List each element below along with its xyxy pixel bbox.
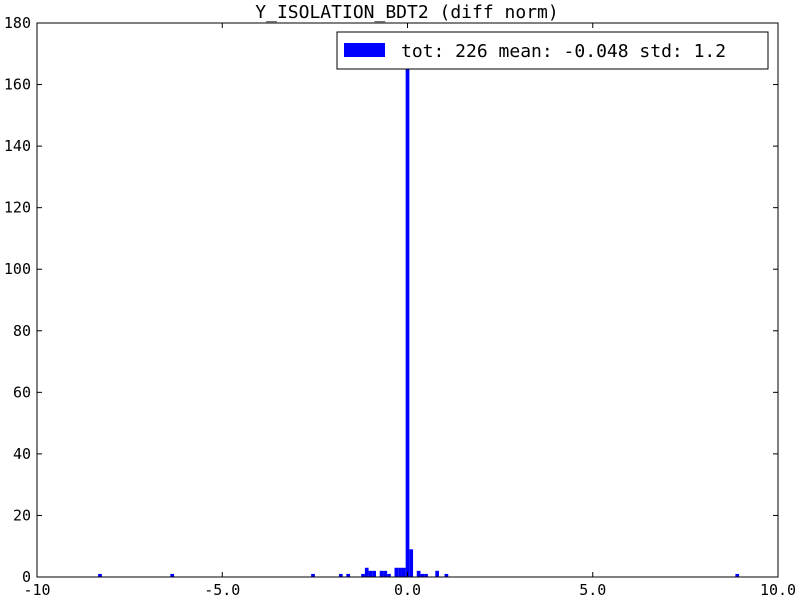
x-tick-label: -10: [23, 581, 50, 599]
histogram-bar: [383, 570, 388, 577]
histogram-bar: [372, 570, 376, 577]
legend-swatch: [344, 43, 385, 57]
histogram-bar: [364, 567, 369, 577]
y-tick-label: 80: [13, 322, 31, 340]
x-tick-label: 0.0: [394, 581, 421, 599]
legend-box: [336, 31, 769, 70]
y-tick-label: 160: [4, 76, 31, 94]
x-tick-label: 10.0: [760, 581, 796, 599]
histogram-bar: [444, 573, 449, 577]
histogram-bar: [409, 549, 414, 577]
legend-label: tot: 226 mean: -0.048 std: 1.2: [401, 41, 726, 62]
legend: tot: 226 mean: -0.048 std: 1.2: [336, 31, 769, 70]
y-tick-label: 20: [13, 506, 31, 524]
histogram-bar: [170, 573, 175, 577]
histogram-bar: [338, 573, 343, 577]
y-tick-label: 0: [22, 568, 31, 586]
y-tick-label: 140: [4, 137, 31, 155]
axes-layer: -10 -5.0 0.0 5.0 10.0 0 20 40 60 80 100 120 140 160 18…: [4, 14, 796, 599]
histogram-bar: [361, 573, 365, 577]
bars-layer: [98, 32, 740, 578]
histogram-bar: [416, 570, 421, 577]
y-tick-label: 60: [13, 383, 31, 401]
histogram-bar: [435, 570, 439, 577]
y-tick-label: 180: [4, 14, 31, 32]
histogram-bar: [394, 567, 399, 577]
histogram-bar: [368, 570, 373, 577]
histogram-bar: [311, 573, 315, 577]
histogram-bar: [398, 567, 402, 577]
histogram-bar: [98, 573, 102, 577]
histogram-bar: [735, 573, 740, 577]
x-tick-label: -5.0: [204, 581, 240, 599]
histogram-bar: [346, 573, 351, 577]
y-tick-label: 120: [4, 199, 31, 217]
chart-title: Y_ISOLATION_BDT2 (diff norm): [255, 2, 558, 23]
y-tick-label: 40: [13, 445, 31, 463]
histogram-bar: [387, 573, 391, 577]
histogram-bar: [379, 570, 384, 577]
histogram-bar: [401, 567, 406, 577]
y-tick-label: 100: [4, 260, 31, 278]
histogram-bar: [424, 573, 428, 577]
histogram-bar: [405, 32, 410, 578]
x-tick-label: 5.0: [579, 581, 606, 599]
histogram-bar: [420, 573, 425, 577]
